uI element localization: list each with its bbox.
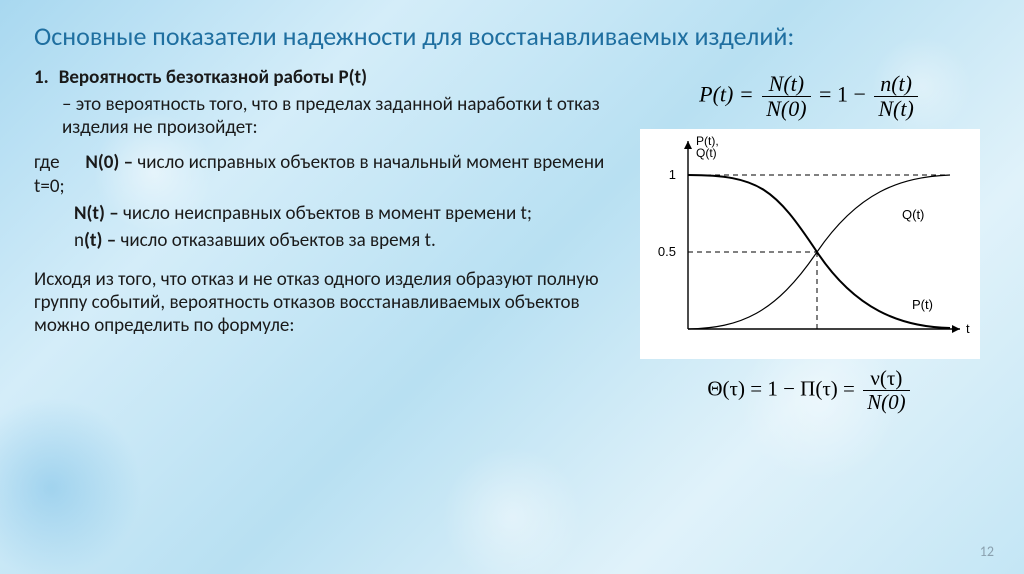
f1-bot2: N(t) xyxy=(874,97,917,121)
f1-mid: = 1 − xyxy=(819,82,871,107)
where-label: где xyxy=(34,151,60,174)
svg-text:0.5: 0.5 xyxy=(658,244,676,259)
formula-pt: P(t) = N(t)N(0) = 1 − n(t)N(t) xyxy=(699,72,921,121)
f2-bot: N(0) xyxy=(863,391,910,414)
svg-text:1: 1 xyxy=(669,167,676,182)
item-heading: Вероятность безотказной работы P(t) xyxy=(59,66,367,89)
n0-line: где N(0) – число исправных объектов в на… xyxy=(34,151,624,197)
f1-lhs: P(t) = xyxy=(699,82,754,107)
page-number: 12 xyxy=(980,543,994,560)
ntlow-bold: (t) – xyxy=(84,229,116,252)
nt-line: N(t) – число неисправных объектов в моме… xyxy=(34,202,624,225)
ntlow-prefix: n xyxy=(74,229,84,252)
text-column: 1. Вероятность безотказной работы P(t) –… xyxy=(34,66,624,415)
reliability-chart: 1 0.5 P(t), Q(t) t Q(t) P(t) xyxy=(640,129,980,359)
f2-top: ν(τ) xyxy=(863,367,910,391)
svg-text:Q(t): Q(t) xyxy=(696,146,717,160)
f1-top2: n(t) xyxy=(874,72,917,97)
svg-text:Q(t): Q(t) xyxy=(902,207,924,222)
figure-column: P(t) = N(t)N(0) = 1 − n(t)N(t) xyxy=(630,66,990,415)
svg-text:t: t xyxy=(966,321,970,336)
f1-top1: N(t) xyxy=(762,72,810,97)
f2-lhs: Θ(τ) = 1 − Π(τ) = xyxy=(707,377,860,401)
n0-bold: N(0) – xyxy=(85,151,133,174)
svg-text:P(t): P(t) xyxy=(912,297,933,312)
nt-bold: N(t) – xyxy=(74,202,119,225)
definition-text: – это вероятность того, что в пределах з… xyxy=(62,93,624,139)
f1-bot1: N(0) xyxy=(762,97,810,121)
ntlow-text: число отказавших объектов за время t. xyxy=(116,229,436,252)
list-number: 1. xyxy=(34,66,49,89)
ntlow-line: n(t) – число отказавших объектов за врем… xyxy=(34,229,624,252)
last-paragraph: Исходя из того, что отказ и не отказ одн… xyxy=(34,268,624,338)
formula-theta: Θ(τ) = 1 − Π(τ) = ν(τ)N(0) xyxy=(707,367,912,414)
nt-text: число неисправных объектов в момент врем… xyxy=(119,202,532,225)
slide-title: Основные показатели надежности для восст… xyxy=(34,22,990,52)
